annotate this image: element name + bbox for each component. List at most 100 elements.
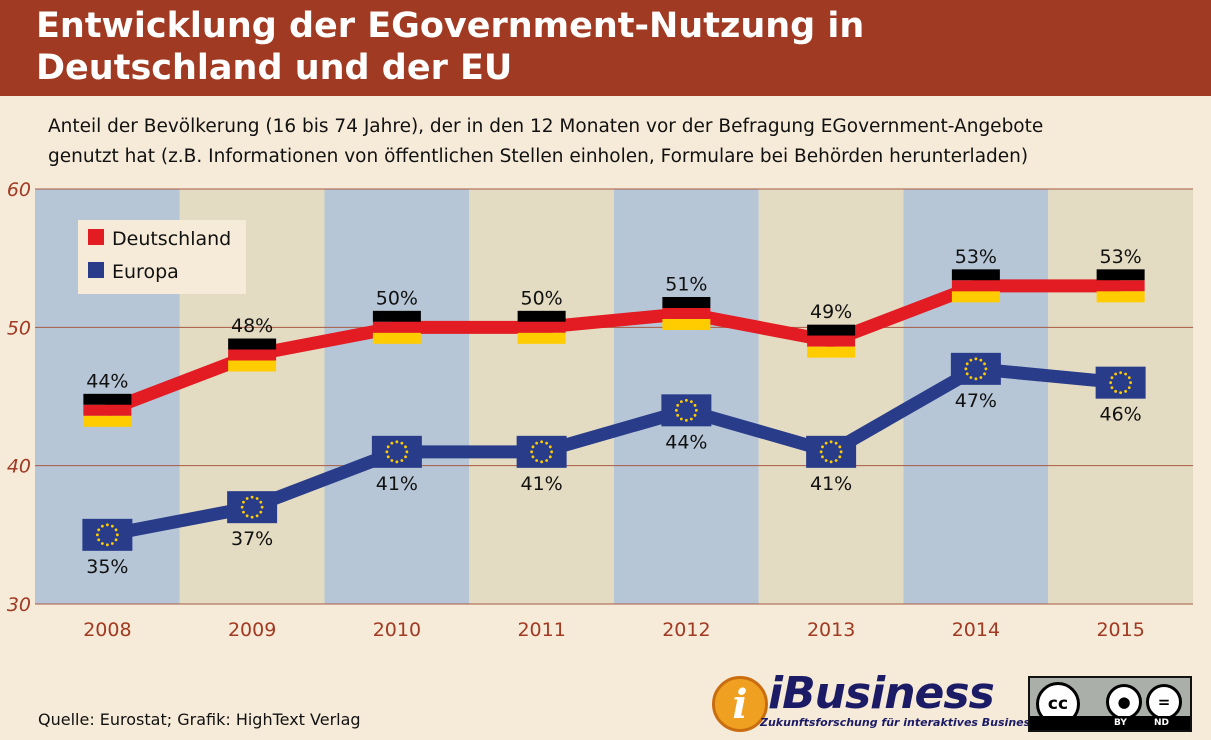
eu-star [693, 403, 697, 407]
legend [78, 220, 246, 294]
ibusiness-tagline: Zukunftsforschung für interaktives Busin… [760, 716, 1037, 729]
eu-star [1109, 381, 1113, 385]
eu-star [821, 445, 824, 449]
creative-commons-badge: cc ● = BY ND [1028, 676, 1192, 732]
eu-star [1129, 381, 1133, 385]
y-tick-label: 30 [7, 594, 31, 616]
eu-star [242, 510, 245, 514]
eu-star [240, 505, 244, 509]
data-point-deutschland-stripe [951, 280, 1000, 292]
ibusiness-logo-icon: i [712, 676, 768, 732]
data-point-deutschland-stripe [662, 319, 711, 330]
data-label-deutschland: 50% [376, 287, 418, 309]
x-tick-label: 2011 [517, 619, 565, 641]
cc-nd-label: ND [1154, 718, 1170, 728]
eu-star [689, 400, 693, 404]
eu-star [545, 441, 549, 445]
eu-star [260, 505, 264, 509]
eu-star [245, 514, 249, 518]
eu-star [694, 408, 698, 412]
data-label-deutschland: 49% [810, 301, 852, 323]
eu-star [531, 455, 535, 459]
eu-star [535, 441, 539, 445]
data-point-deutschland [228, 338, 277, 350]
eu-star [674, 408, 678, 412]
eu-star [824, 441, 828, 445]
data-point-deutschland [951, 269, 1000, 281]
data-point-deutschland-stripe [372, 332, 421, 344]
eu-star [821, 455, 824, 459]
eu-star [969, 376, 973, 379]
y-tick-label: 50 [7, 317, 31, 339]
data-point-deutschland-stripe [951, 291, 1000, 303]
eu-star [405, 450, 409, 454]
data-label-deutschland: 51% [665, 274, 707, 296]
eu-star [1119, 371, 1123, 375]
data-label-deutschland: 53% [955, 246, 997, 268]
eu-star [259, 510, 263, 514]
eu-star [548, 445, 552, 449]
eu-star [964, 367, 968, 371]
eu-star [983, 362, 986, 366]
data-label-europa: 41% [810, 473, 852, 495]
y-tick-label: 60 [7, 179, 31, 201]
eu-star [983, 372, 986, 376]
eu-star [838, 445, 842, 449]
eu-star [531, 445, 535, 449]
data-point-deutschland-stripe [807, 335, 856, 347]
x-tick-label: 2008 [83, 619, 131, 641]
no-derivatives-icon: = [1146, 684, 1182, 720]
eu-star [110, 524, 114, 528]
eu-star [548, 455, 552, 459]
data-label-deutschland: 48% [231, 315, 273, 337]
eu-star [1124, 372, 1128, 376]
eu-star [1110, 376, 1114, 380]
x-tick-label: 2009 [228, 619, 276, 641]
source-note: Quelle: Eurostat; Grafik: HighText Verla… [38, 710, 361, 729]
eu-star [255, 514, 259, 518]
eu-star [684, 418, 688, 422]
eu-star [838, 455, 842, 459]
eu-star [245, 497, 249, 500]
data-label-deutschland: 53% [1100, 246, 1142, 268]
eu-star [530, 450, 534, 454]
data-point-deutschland [372, 310, 421, 322]
data-point-deutschland-stripe [1096, 291, 1145, 303]
data-label-europa: 44% [665, 431, 707, 453]
legend-label-deutschland: Deutschland [112, 228, 231, 250]
eu-star [979, 376, 983, 379]
eu-star [100, 542, 104, 545]
eu-star [679, 400, 683, 404]
chart-title-line1: Entwicklung der EGovernment-Nutzung in [36, 6, 865, 46]
data-label-europa: 41% [376, 473, 418, 495]
eu-star [819, 450, 823, 454]
eu-star [829, 460, 833, 464]
data-point-deutschland [1096, 269, 1145, 281]
data-point-deutschland-stripe [372, 321, 421, 333]
eu-star [824, 459, 828, 462]
eu-star [1114, 389, 1118, 393]
eu-star [839, 450, 843, 454]
data-label-europa: 41% [521, 473, 563, 495]
eu-star [404, 455, 407, 459]
eu-star [255, 497, 259, 500]
eu-star [540, 440, 544, 444]
legend-swatch-deutschland [88, 229, 104, 245]
x-tick-label: 2012 [662, 619, 710, 641]
eu-star [385, 450, 389, 454]
eu-star [974, 357, 978, 361]
eu-star [97, 528, 101, 532]
eu-star [115, 533, 119, 537]
background-band [758, 189, 904, 604]
data-point-deutschland-stripe [807, 346, 856, 358]
data-point-deutschland [83, 393, 132, 405]
eu-star [250, 495, 254, 499]
eu-star [693, 413, 697, 417]
series-line-deutschland [105, 279, 1121, 417]
eu-star [105, 543, 109, 547]
data-label-europa: 46% [1100, 404, 1142, 426]
eu-star [684, 398, 688, 402]
background-band [324, 189, 470, 604]
data-label-deutschland: 44% [86, 370, 128, 392]
eu-star [114, 538, 118, 542]
